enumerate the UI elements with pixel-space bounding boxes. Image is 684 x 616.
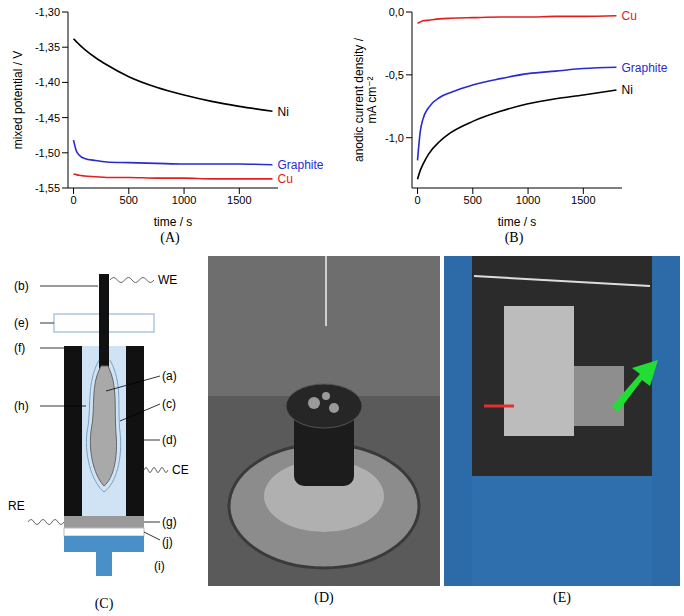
svg-text:(c): (c) [162,397,176,411]
svg-text:Graphite: Graphite [277,158,323,172]
svg-text:(h): (h) [14,399,29,413]
svg-text:(g): (g) [162,515,177,529]
svg-text:time / s: time / s [154,215,193,229]
svg-text:-1,35: -1,35 [35,41,60,53]
svg-text:(j): (j) [162,535,173,549]
svg-text:0: 0 [414,194,420,206]
svg-text:(f): (f) [14,341,25,355]
svg-text:-1,40: -1,40 [35,76,60,88]
svg-text:Cu: Cu [621,9,636,23]
svg-text:-1,50: -1,50 [35,147,60,159]
svg-text:0: 0 [70,194,76,206]
html-text:(A): (A) [160,230,180,245]
svg-text:(b): (b) [14,279,29,293]
svg-text:anodic current density /mA cm⁻: anodic current density /mA cm⁻² [352,37,379,162]
svg-text:(d): (d) [162,433,177,447]
svg-text:(e): (e) [14,316,29,330]
svg-text:-1,45: -1,45 [35,112,60,124]
svg-text:500: 500 [120,194,138,206]
svg-text:1000: 1000 [516,194,540,206]
svg-text:0,0: 0,0 [389,6,404,18]
svg-text:(i): (i) [154,559,165,573]
svg-text:1500: 1500 [227,194,251,206]
svg-text:mixed potential / V: mixed potential / V [11,51,25,150]
html-text:(C): (C) [94,596,114,611]
html-text:(D): (D) [314,590,334,605]
svg-text:WE: WE [158,273,177,287]
svg-text:Ni: Ni [621,83,632,97]
svg-text:(a): (a) [162,369,177,383]
html-text:(E): (E) [553,590,571,605]
svg-text:Cu: Cu [277,172,292,186]
html-text:(B): (B) [504,230,524,245]
svg-text:1000: 1000 [172,194,196,206]
svg-text:Ni: Ni [277,105,288,119]
svg-text:-1,0: -1,0 [385,132,404,144]
svg-text:CE: CE [172,463,189,477]
svg-text:RE: RE [8,499,25,513]
svg-text:-1,30: -1,30 [35,6,60,18]
svg-text:-1,55: -1,55 [35,182,60,194]
svg-text:1500: 1500 [571,194,595,206]
svg-text:Graphite: Graphite [621,61,667,75]
svg-text:500: 500 [464,194,482,206]
svg-text:-0,5: -0,5 [385,69,404,81]
svg-text:time / s: time / s [498,215,537,229]
